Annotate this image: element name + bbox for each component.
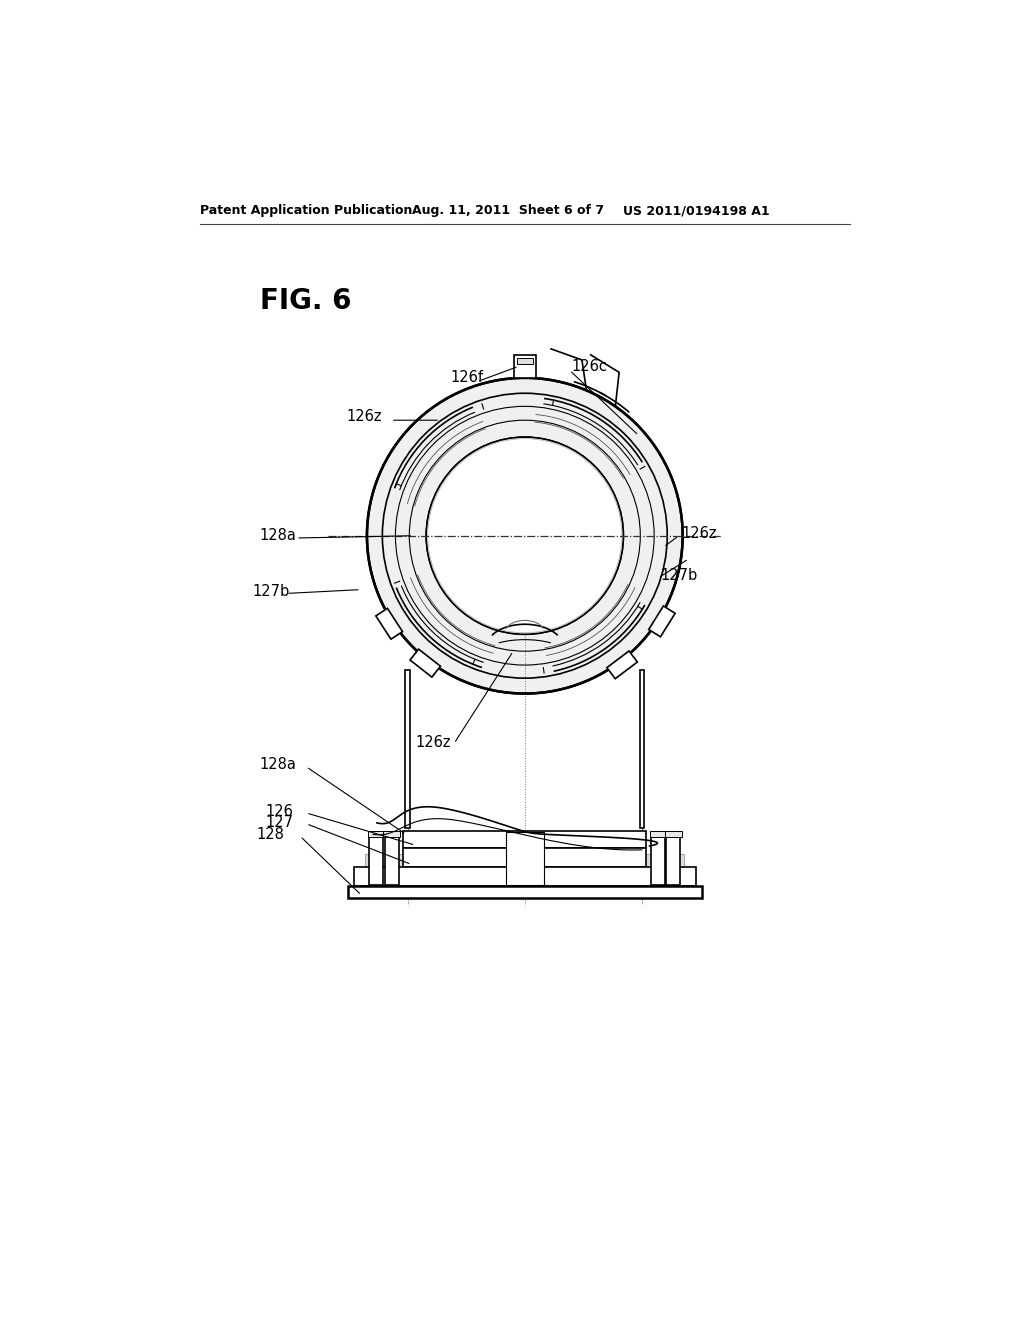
Text: 126z: 126z [681,525,717,541]
Text: 126z: 126z [346,409,382,424]
Polygon shape [410,649,440,677]
Circle shape [426,437,624,635]
Polygon shape [649,606,675,636]
Bar [640,671,644,829]
Bar [406,671,410,829]
Bar [368,830,385,837]
Bar [403,830,646,847]
Text: 126f: 126f [451,371,483,385]
Text: 126z: 126z [416,734,451,750]
Bar [366,854,684,883]
Circle shape [426,437,624,635]
Bar [370,832,383,884]
Text: 127b: 127b [252,583,290,599]
Bar [354,867,695,886]
Text: 126: 126 [265,804,293,818]
Text: US 2011/0194198 A1: US 2011/0194198 A1 [624,205,770,218]
Text: 128a: 128a [260,528,297,544]
Text: 126c: 126c [571,359,607,374]
Bar [651,832,665,884]
Bar [517,358,532,364]
Bar [383,830,400,837]
Text: 128a: 128a [260,756,297,772]
Text: 127: 127 [265,814,293,830]
Bar [506,832,544,884]
Text: 127b: 127b [660,568,697,583]
Bar [665,830,682,837]
Bar [514,355,536,378]
Text: 128: 128 [256,826,284,842]
Bar [348,886,701,898]
Polygon shape [607,651,637,678]
Polygon shape [376,609,402,639]
Bar [403,847,646,867]
Bar [649,830,667,837]
Bar [667,832,680,884]
Text: Aug. 11, 2011  Sheet 6 of 7: Aug. 11, 2011 Sheet 6 of 7 [412,205,604,218]
Circle shape [367,378,683,693]
Text: FIG. 6: FIG. 6 [260,286,351,315]
Text: Patent Application Publication: Patent Application Publication [200,205,413,218]
Bar [385,832,398,884]
